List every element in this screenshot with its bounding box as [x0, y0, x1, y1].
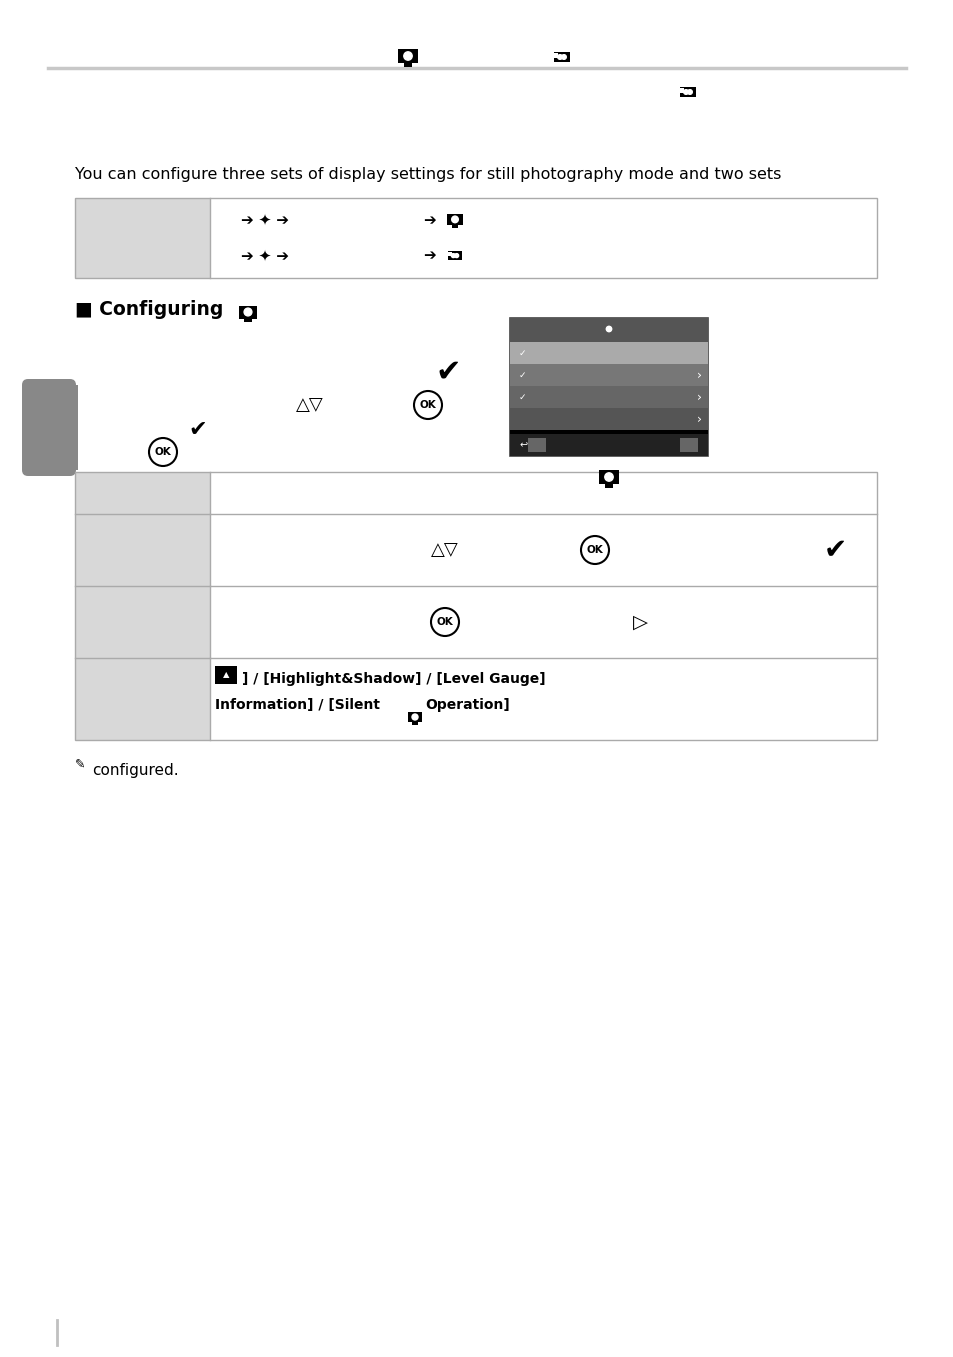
- Text: OK: OK: [419, 400, 436, 410]
- Bar: [448, 252, 451, 256]
- Bar: [58, 385, 78, 470]
- Bar: [403, 62, 412, 66]
- Circle shape: [606, 326, 611, 331]
- Circle shape: [683, 90, 688, 95]
- Text: ›: ›: [697, 391, 701, 403]
- Bar: [75, 472, 210, 514]
- FancyBboxPatch shape: [22, 379, 76, 476]
- Bar: [408, 712, 421, 722]
- Circle shape: [244, 308, 252, 316]
- Bar: [510, 434, 707, 456]
- Text: ➔ ✦ ➔: ➔ ✦ ➔: [241, 248, 289, 263]
- Bar: [510, 318, 707, 456]
- Text: ➔: ➔: [423, 248, 436, 263]
- Text: ✎: ✎: [75, 759, 86, 771]
- Text: ✓: ✓: [518, 349, 526, 357]
- Bar: [75, 472, 876, 740]
- Bar: [554, 52, 569, 62]
- Text: ▷: ▷: [632, 612, 647, 631]
- Circle shape: [403, 52, 412, 60]
- Bar: [510, 385, 707, 408]
- Bar: [510, 342, 707, 364]
- Circle shape: [558, 54, 562, 60]
- Bar: [606, 334, 611, 335]
- Text: OK: OK: [436, 617, 453, 627]
- Bar: [448, 251, 461, 259]
- Bar: [214, 666, 236, 684]
- Text: Operation]: Operation]: [424, 697, 509, 712]
- Text: ›: ›: [697, 413, 701, 426]
- Bar: [604, 483, 613, 487]
- Bar: [598, 470, 618, 484]
- Bar: [510, 430, 707, 434]
- Circle shape: [451, 254, 455, 258]
- Text: △▽: △▽: [295, 396, 323, 414]
- Text: OK: OK: [586, 546, 602, 555]
- Bar: [510, 364, 707, 385]
- Bar: [238, 305, 256, 319]
- Bar: [554, 53, 558, 58]
- Text: ☑: ☑: [688, 440, 698, 451]
- Bar: [510, 318, 707, 342]
- Text: ] / [Highlight&Shadow] / [Level Gauge]: ] / [Highlight&Shadow] / [Level Gauge]: [242, 672, 545, 687]
- Text: ↩: ↩: [519, 440, 528, 451]
- Text: configured.: configured.: [91, 763, 178, 778]
- Text: OK: OK: [154, 446, 172, 457]
- Text: ✓: ✓: [518, 392, 526, 402]
- Circle shape: [455, 254, 458, 258]
- Bar: [510, 408, 707, 430]
- Text: ➔: ➔: [423, 213, 436, 228]
- Bar: [75, 586, 210, 658]
- Bar: [447, 214, 462, 225]
- Text: ▲: ▲: [222, 670, 229, 680]
- Bar: [527, 438, 545, 452]
- Text: You can configure three sets of display settings for still photography mode and : You can configure three sets of display …: [75, 167, 781, 182]
- Text: ✓: ✓: [518, 370, 526, 380]
- Bar: [679, 88, 683, 94]
- Circle shape: [561, 54, 566, 60]
- Circle shape: [412, 714, 417, 721]
- Text: ➔ ✦ ➔: ➔ ✦ ➔: [241, 213, 289, 228]
- Bar: [75, 198, 210, 278]
- Bar: [75, 514, 210, 586]
- Circle shape: [604, 472, 613, 482]
- Bar: [451, 224, 457, 228]
- Text: ✔: ✔: [822, 536, 845, 565]
- Bar: [679, 438, 698, 452]
- Bar: [397, 49, 417, 62]
- Text: Information] / [Silent: Information] / [Silent: [214, 697, 384, 712]
- Bar: [75, 658, 210, 740]
- Text: ›: ›: [697, 369, 701, 381]
- Text: ■ Configuring: ■ Configuring: [75, 300, 223, 319]
- Bar: [75, 198, 876, 278]
- Circle shape: [451, 216, 457, 223]
- Bar: [412, 722, 417, 725]
- Bar: [679, 87, 695, 96]
- Text: ✔: ✔: [189, 421, 207, 440]
- Text: △▽: △▽: [431, 541, 458, 559]
- Bar: [244, 318, 252, 322]
- Bar: [602, 324, 615, 334]
- Circle shape: [687, 90, 692, 95]
- Text: ✔: ✔: [435, 357, 460, 387]
